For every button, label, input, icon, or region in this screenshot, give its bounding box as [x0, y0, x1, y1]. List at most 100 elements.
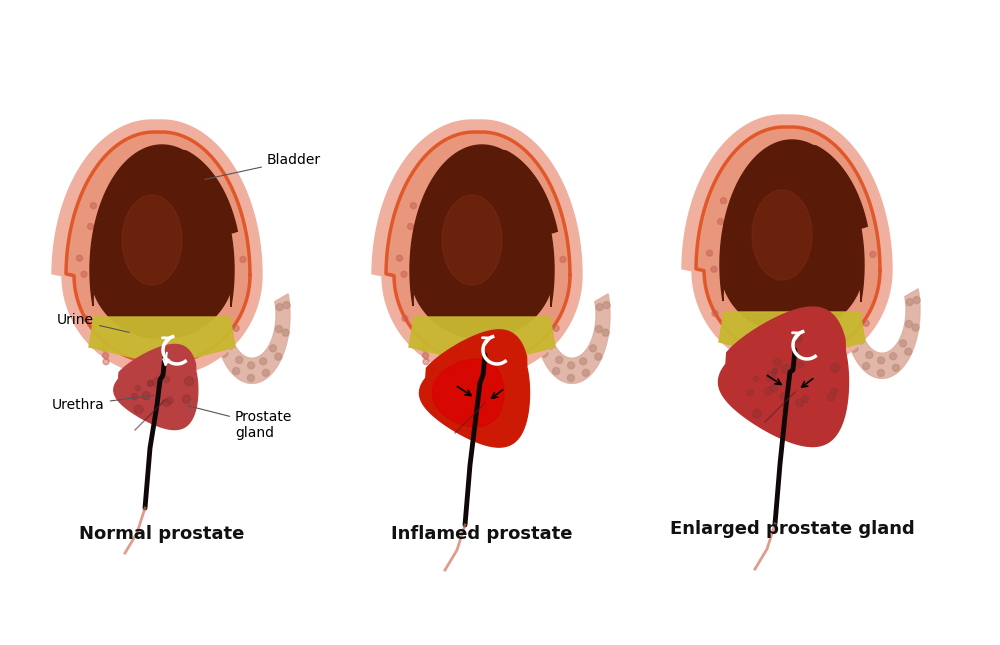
- Text: Urethra: Urethra: [52, 395, 154, 412]
- Polygon shape: [270, 345, 277, 352]
- Polygon shape: [568, 362, 575, 369]
- Polygon shape: [766, 372, 776, 381]
- Polygon shape: [831, 388, 838, 395]
- Polygon shape: [770, 384, 778, 392]
- Polygon shape: [772, 369, 778, 375]
- Polygon shape: [772, 368, 778, 373]
- Polygon shape: [878, 357, 885, 364]
- Polygon shape: [753, 377, 759, 382]
- Polygon shape: [712, 310, 718, 316]
- Polygon shape: [386, 132, 570, 364]
- Polygon shape: [214, 325, 221, 332]
- Polygon shape: [150, 384, 156, 390]
- Polygon shape: [260, 358, 267, 365]
- Polygon shape: [153, 377, 163, 387]
- Polygon shape: [892, 364, 899, 372]
- Polygon shape: [603, 302, 610, 309]
- Polygon shape: [863, 321, 869, 326]
- Polygon shape: [856, 337, 863, 344]
- Polygon shape: [567, 375, 574, 381]
- Polygon shape: [221, 322, 228, 330]
- Polygon shape: [859, 222, 865, 228]
- Polygon shape: [831, 363, 840, 372]
- Polygon shape: [799, 379, 805, 385]
- Polygon shape: [545, 213, 551, 219]
- Polygon shape: [275, 353, 282, 360]
- Text: Enlarged prostate gland: Enlarged prostate gland: [670, 520, 914, 538]
- Polygon shape: [556, 357, 563, 363]
- Polygon shape: [283, 302, 290, 309]
- Polygon shape: [408, 224, 414, 230]
- Polygon shape: [780, 379, 786, 384]
- Polygon shape: [168, 163, 174, 168]
- Polygon shape: [410, 145, 557, 339]
- Polygon shape: [602, 329, 609, 336]
- Polygon shape: [123, 168, 129, 174]
- Polygon shape: [409, 317, 555, 362]
- Polygon shape: [90, 203, 96, 209]
- Polygon shape: [595, 326, 602, 333]
- Text: Inflamed prostate: Inflamed prostate: [391, 525, 573, 543]
- Polygon shape: [233, 368, 240, 375]
- Text: Normal prostate: Normal prostate: [79, 525, 245, 543]
- Polygon shape: [236, 357, 243, 363]
- Polygon shape: [142, 392, 150, 400]
- Polygon shape: [866, 352, 873, 359]
- Polygon shape: [863, 362, 870, 370]
- Polygon shape: [719, 312, 865, 357]
- Polygon shape: [553, 325, 559, 332]
- Polygon shape: [148, 381, 153, 386]
- Polygon shape: [139, 386, 145, 392]
- Polygon shape: [420, 330, 530, 447]
- Polygon shape: [66, 132, 250, 364]
- Polygon shape: [796, 399, 804, 406]
- Polygon shape: [276, 304, 283, 311]
- Polygon shape: [718, 219, 724, 224]
- Polygon shape: [541, 322, 548, 330]
- Polygon shape: [749, 169, 755, 175]
- Polygon shape: [221, 350, 228, 357]
- Polygon shape: [401, 272, 407, 277]
- Polygon shape: [439, 174, 445, 180]
- Polygon shape: [851, 345, 858, 352]
- Polygon shape: [52, 120, 262, 376]
- Polygon shape: [733, 348, 739, 353]
- Polygon shape: [707, 250, 713, 256]
- Polygon shape: [183, 395, 191, 403]
- Polygon shape: [827, 393, 835, 401]
- Polygon shape: [541, 350, 548, 357]
- Polygon shape: [793, 333, 802, 343]
- Polygon shape: [732, 341, 738, 346]
- Polygon shape: [720, 140, 867, 333]
- Polygon shape: [89, 317, 235, 362]
- Polygon shape: [262, 370, 269, 376]
- Polygon shape: [582, 370, 589, 376]
- Text: Bladder: Bladder: [205, 153, 321, 179]
- Polygon shape: [595, 353, 602, 360]
- Polygon shape: [596, 304, 603, 311]
- Polygon shape: [580, 358, 587, 365]
- Polygon shape: [844, 321, 851, 327]
- Polygon shape: [102, 345, 108, 352]
- Polygon shape: [534, 325, 541, 332]
- Polygon shape: [229, 227, 235, 233]
- Polygon shape: [166, 397, 173, 404]
- Polygon shape: [798, 157, 804, 163]
- Polygon shape: [410, 203, 416, 209]
- Polygon shape: [765, 387, 773, 395]
- Polygon shape: [905, 348, 912, 355]
- Polygon shape: [164, 377, 170, 382]
- Polygon shape: [797, 362, 803, 368]
- Polygon shape: [590, 345, 597, 352]
- Polygon shape: [77, 255, 83, 261]
- Polygon shape: [226, 342, 233, 350]
- Polygon shape: [397, 255, 403, 261]
- Polygon shape: [402, 315, 408, 321]
- Polygon shape: [560, 257, 566, 263]
- Polygon shape: [534, 294, 610, 383]
- Polygon shape: [844, 289, 920, 379]
- Polygon shape: [802, 396, 808, 402]
- Polygon shape: [747, 390, 753, 395]
- Polygon shape: [913, 297, 920, 304]
- Polygon shape: [214, 294, 290, 383]
